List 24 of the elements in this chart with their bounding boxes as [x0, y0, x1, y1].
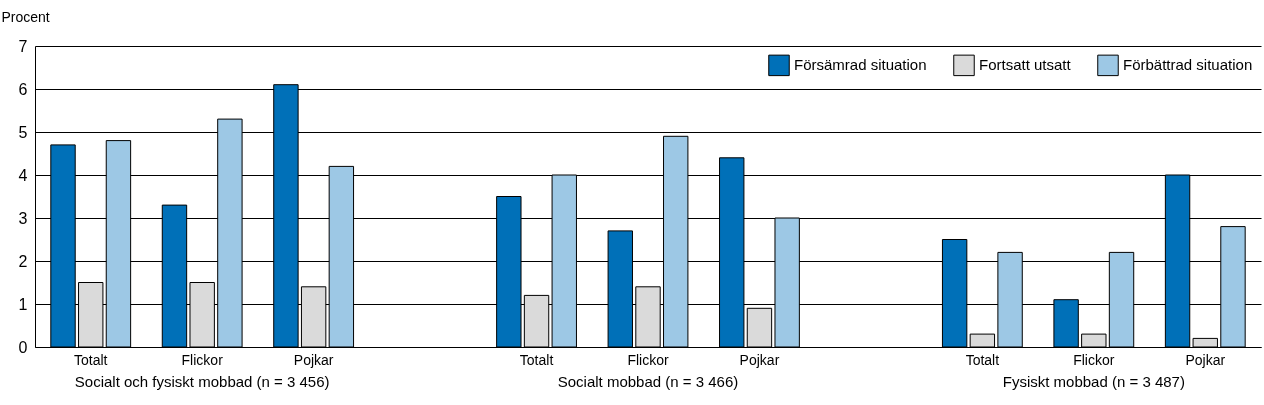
x-tick-label: Totalt — [73, 351, 108, 368]
y-tick-label: 5 — [18, 123, 28, 141]
x-tick-label: Totalt — [519, 351, 554, 368]
legend-label: Förbättrad situation — [1123, 56, 1253, 74]
y-tick-label: 6 — [18, 80, 28, 98]
y-tick-label: 4 — [18, 166, 28, 184]
y-tick-label: 0 — [18, 338, 28, 356]
y-tick-label: 7 — [18, 37, 28, 55]
y-tick-label: 3 — [18, 209, 28, 227]
x-tick-label: Flickor — [1073, 351, 1115, 368]
y-tick-label: 2 — [18, 252, 28, 270]
x-tick-label: Pojkar — [1185, 351, 1226, 368]
x-tick-label: Pojkar — [293, 351, 334, 368]
legend-label: Fortsatt utsatt — [979, 56, 1072, 74]
x-tick-label: Totalt — [965, 351, 1000, 368]
y-tick-label: 1 — [18, 295, 28, 313]
x-tick-label: Flickor — [627, 351, 669, 368]
text: Socialt mobbad (n = 3 466) — [557, 373, 739, 390]
x-tick-label: Flickor — [181, 351, 224, 368]
text: Fysiskt mobbad (n = 3 487) — [1002, 373, 1185, 390]
x-tick-label: Pojkar — [739, 351, 780, 368]
text: Socialt och fysiskt mobbad (n = 3 456) — [74, 373, 330, 390]
y-axis-title: Procent — [1, 8, 50, 25]
legend-label: Försämrad situation — [794, 56, 927, 74]
